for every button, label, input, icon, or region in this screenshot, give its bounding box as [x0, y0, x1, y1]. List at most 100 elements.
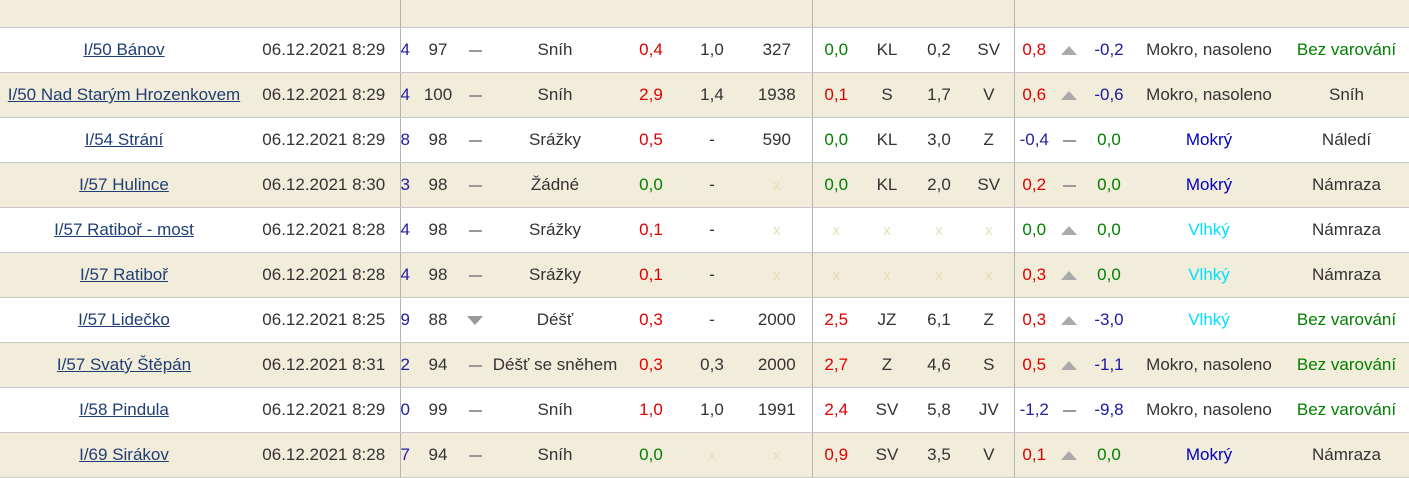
precip-sum: 1,4 [682, 72, 742, 118]
timestamp [248, 0, 401, 28]
trend-icon-cell [460, 0, 490, 28]
trend-down-icon [467, 316, 483, 326]
wind-gust: x [914, 207, 964, 253]
wind-speed: 0,0 [812, 162, 860, 208]
station-name-link[interactable]: I/57 Lidečko [78, 310, 170, 329]
station-name-link[interactable]: I/50 Bánov [83, 40, 165, 59]
dew-point: -0,6 [1084, 72, 1134, 118]
visibility: 590 [742, 117, 813, 163]
road-state: Mokrý [1134, 162, 1284, 208]
warning-status: Náledí [1284, 117, 1409, 163]
station-name-link[interactable]: I/57 Ratiboř - most [54, 220, 194, 239]
gust-direction: V [964, 72, 1015, 118]
precip-sum: 1,0 [682, 27, 742, 73]
timestamp: 06.12.2021 8:28 [248, 207, 401, 253]
station-cell: I/50 Bánov [0, 27, 248, 73]
precip-intensity: 0,4 [620, 27, 682, 73]
station-name-link[interactable]: I/58 Pindula [79, 400, 169, 419]
warning-status: Sníh [1284, 72, 1409, 118]
timestamp: 06.12.2021 8:29 [248, 72, 401, 118]
station-name-link[interactable]: I/57 Svatý Štěpán [56, 355, 192, 374]
wind-speed: x [812, 207, 860, 253]
road-temperature: 0,3 [1014, 297, 1054, 343]
clipped-value [400, 0, 416, 28]
precipitation-type: Srážky [490, 207, 620, 253]
precip-intensity: 0,3 [620, 297, 682, 343]
visibility: 2000 [742, 297, 813, 343]
precip-sum: - [682, 207, 742, 253]
humidity [416, 0, 460, 28]
table-row: I/54 Strání 06.12.2021 8:29 8 98 Srážky 0,5-5… [0, 117, 1409, 163]
precipitation-type: Srážky [490, 117, 620, 163]
gust-direction: SV [964, 27, 1015, 73]
clipped-value: 2 [400, 342, 416, 388]
station-cell: I/57 Ratiboř - most [0, 207, 248, 253]
trend-steady-icon [468, 139, 482, 142]
warning-status: Námraza [1284, 432, 1409, 478]
dew-point: -9,8 [1084, 387, 1134, 433]
precip-sum: - [682, 297, 742, 343]
precip-intensity [620, 0, 682, 28]
trend-steady-icon [468, 49, 482, 52]
wind-gust: 3,5 [914, 432, 964, 478]
trend-up-icon [1061, 451, 1077, 461]
trend-steady-icon [468, 229, 482, 232]
dew-point [1084, 0, 1134, 28]
road-state: Vlhký [1134, 297, 1284, 343]
humidity: 99 [416, 387, 460, 433]
precipitation-type: Sníh [490, 432, 620, 478]
trend-icon-cell [1054, 0, 1084, 28]
station-name-link[interactable]: I/50 Nad Starým Hrozenkovem [7, 85, 241, 104]
table-row: I/57 Svatý Štěpán 06.12.2021 8:31 2 94 Déšť … [0, 342, 1409, 388]
precip-sum: - [682, 117, 742, 163]
wind-direction: KL [860, 117, 914, 163]
clipped-value: 9 [400, 297, 416, 343]
table-row [0, 0, 1409, 28]
station-name-link[interactable]: I/57 Ratiboř [80, 265, 168, 284]
trend-icon-cell [1054, 72, 1084, 118]
precip-sum: x [682, 432, 742, 478]
trend-icon-cell [460, 117, 490, 163]
clipped-value: 4 [400, 207, 416, 253]
dew-point: -0,2 [1084, 27, 1134, 73]
trend-icon-cell [1054, 432, 1084, 478]
precip-sum: - [682, 252, 742, 298]
timestamp: 06.12.2021 8:30 [248, 162, 401, 208]
wind-direction [860, 0, 914, 28]
warning-status [1284, 0, 1409, 28]
road-state [1134, 0, 1284, 28]
wind-speed: 0,0 [812, 117, 860, 163]
station-cell: I/57 Ratiboř [0, 252, 248, 298]
trend-steady-icon [468, 274, 482, 277]
road-temperature: 0,3 [1014, 252, 1054, 298]
trend-steady-icon [1062, 409, 1076, 412]
timestamp: 06.12.2021 8:29 [248, 27, 401, 73]
warning-status: Námraza [1284, 162, 1409, 208]
trend-up-icon [1061, 271, 1077, 281]
wind-direction: KL [860, 27, 914, 73]
trend-steady-icon [1062, 139, 1076, 142]
wind-gust: 2,0 [914, 162, 964, 208]
trend-up-icon [1061, 226, 1077, 236]
road-temperature: 0,5 [1014, 342, 1054, 388]
trend-icon-cell [1054, 162, 1084, 208]
gust-direction: JV [964, 387, 1015, 433]
trend-steady-icon [468, 184, 482, 187]
warning-status: Bez varování [1284, 342, 1409, 388]
station-name-link[interactable]: I/57 Hulince [79, 175, 169, 194]
dew-point: 0,0 [1084, 117, 1134, 163]
trend-up-icon [1061, 361, 1077, 371]
precipitation-type [490, 0, 620, 28]
station-name-link[interactable]: I/69 Sirákov [79, 445, 169, 464]
humidity: 100 [416, 72, 460, 118]
road-temperature: -0,4 [1014, 117, 1054, 163]
wind-gust: 6,1 [914, 297, 964, 343]
precip-sum: 1,0 [682, 387, 742, 433]
visibility: 1938 [742, 72, 813, 118]
station-name-link[interactable]: I/54 Strání [84, 130, 164, 149]
road-state: Mokro, nasoleno [1134, 342, 1284, 388]
road-temperature: -1,2 [1014, 387, 1054, 433]
road-temperature [1014, 0, 1054, 28]
